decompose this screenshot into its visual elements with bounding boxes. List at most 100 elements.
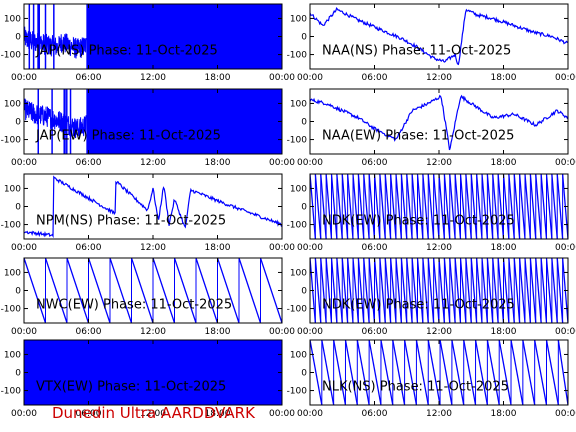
series-segment bbox=[352, 258, 360, 323]
y-tick-label: -100 bbox=[287, 387, 308, 397]
y-tick-label: 0 bbox=[301, 203, 307, 213]
y-tick-label: 0 bbox=[15, 287, 21, 297]
series-segment bbox=[465, 258, 472, 323]
series-line bbox=[24, 26, 87, 59]
series-segment bbox=[557, 340, 568, 405]
series-segment bbox=[508, 174, 515, 239]
series-segment bbox=[498, 340, 512, 405]
series-segment bbox=[368, 174, 376, 239]
series-segment bbox=[416, 258, 424, 323]
series-segment bbox=[341, 174, 349, 239]
series-segment bbox=[416, 174, 424, 239]
x-tick-label: 12:00 bbox=[426, 327, 452, 337]
series-segment bbox=[427, 174, 435, 239]
series-segment bbox=[346, 258, 354, 323]
series-segment bbox=[400, 174, 408, 239]
series-segment bbox=[474, 340, 489, 405]
series-line bbox=[24, 175, 282, 239]
chart-title: NDK(EW) Phase: 11-Oct-2025 bbox=[322, 298, 515, 313]
x-tick-label: 00:00 bbox=[297, 409, 323, 419]
x-tick-label: 00:00 bbox=[269, 243, 295, 253]
x-tick-label: 12:00 bbox=[426, 158, 452, 168]
series-fill bbox=[24, 340, 282, 405]
x-tick-label: 18:00 bbox=[491, 409, 517, 419]
series-segment bbox=[556, 258, 564, 323]
series-segment bbox=[336, 174, 343, 239]
chart-title: NWC(EW) Phase: 11-Oct-2025 bbox=[36, 298, 232, 313]
chart-title: JAP(EW) Phase: 11-Oct-2025 bbox=[35, 129, 221, 144]
series-segment bbox=[368, 258, 376, 323]
series-fill bbox=[86, 89, 282, 154]
series-segment bbox=[152, 258, 176, 323]
series-segment bbox=[497, 258, 505, 323]
series-segment bbox=[427, 258, 435, 323]
series-segment bbox=[422, 174, 429, 239]
series-segment bbox=[320, 174, 327, 239]
y-tick-label: -100 bbox=[287, 136, 308, 146]
y-tick-label: 0 bbox=[301, 118, 307, 128]
chart-panel-1: 100 0 -100 00:00 06:00 12:00 18:00 00:00 JAP(NS)… bbox=[1, 3, 295, 83]
x-tick-label: 00:00 bbox=[11, 409, 37, 419]
series-segment bbox=[502, 258, 510, 323]
x-tick-label: 06:00 bbox=[76, 409, 102, 419]
y-tick-label: -100 bbox=[1, 387, 22, 397]
series-segment bbox=[486, 258, 494, 323]
y-tick-label: -100 bbox=[287, 221, 308, 231]
series-segment bbox=[449, 258, 456, 323]
series-segment bbox=[545, 340, 559, 405]
series-line bbox=[310, 94, 568, 151]
series-segment bbox=[173, 258, 197, 323]
series-segment bbox=[502, 174, 510, 239]
series-segment bbox=[344, 340, 358, 405]
y-tick-label: 100 bbox=[4, 184, 21, 194]
y-tick-label: 100 bbox=[4, 350, 21, 360]
series-segment bbox=[400, 258, 408, 323]
series-segment bbox=[481, 258, 489, 323]
series-segment bbox=[406, 258, 413, 323]
plot-area bbox=[310, 340, 568, 405]
y-tick-label: 100 bbox=[290, 14, 307, 24]
series-segment bbox=[486, 340, 500, 405]
series-segment bbox=[556, 174, 564, 239]
x-tick-label: 00:00 bbox=[11, 73, 37, 83]
x-tick-label: 00:00 bbox=[269, 73, 295, 83]
plot-area bbox=[24, 175, 282, 239]
series-segment bbox=[66, 258, 90, 323]
x-tick-label: 00:00 bbox=[297, 158, 323, 168]
series-segment bbox=[352, 174, 360, 239]
chart-panel-6: 100 0 -100 00:00 06:00 12:00 18:00 00:00 NDK(EW)… bbox=[287, 173, 576, 253]
x-tick-label: 18:00 bbox=[205, 158, 231, 168]
series-segment bbox=[330, 258, 338, 323]
plot-area bbox=[310, 258, 568, 323]
series-segment bbox=[492, 174, 499, 239]
series-line bbox=[310, 7, 568, 66]
series-segment bbox=[551, 258, 558, 323]
x-tick-label: 12:00 bbox=[140, 158, 166, 168]
series-segment bbox=[443, 258, 451, 323]
series-segment bbox=[373, 174, 381, 239]
x-tick-label: 18:00 bbox=[491, 243, 517, 253]
series-segment bbox=[357, 258, 365, 323]
series-segment bbox=[438, 258, 446, 323]
x-tick-label: 06:00 bbox=[76, 327, 102, 337]
y-tick-label: 0 bbox=[301, 369, 307, 379]
series-segment bbox=[333, 340, 347, 405]
chart-panel-2: 100 0 -100 00:00 06:00 12:00 18:00 00:00 NAA(NS)… bbox=[287, 3, 576, 83]
chart-panel-10: 100 0 -100 00:00 06:00 12:00 18:00 00:00 NLK(NS)… bbox=[287, 339, 576, 419]
x-tick-label: 12:00 bbox=[140, 327, 166, 337]
x-tick-label: 18:00 bbox=[205, 243, 231, 253]
series-segment bbox=[357, 174, 365, 239]
series-segment bbox=[415, 340, 429, 405]
series-segment bbox=[379, 174, 386, 239]
series-segment bbox=[513, 174, 521, 239]
chart-title: NPM(NS) Phase: 11-Oct-2025 bbox=[36, 214, 226, 229]
series-segment bbox=[310, 340, 323, 405]
chart-panel-4: 100 0 -100 00:00 06:00 12:00 18:00 00:00 NAA(EW)… bbox=[287, 88, 576, 168]
series-segment bbox=[540, 174, 548, 239]
y-tick-label: -100 bbox=[287, 51, 308, 61]
series-segment bbox=[379, 258, 386, 323]
series-segment bbox=[475, 258, 483, 323]
x-tick-label: 00:00 bbox=[297, 243, 323, 253]
x-tick-label: 00:00 bbox=[269, 409, 295, 419]
series-segment bbox=[497, 174, 505, 239]
